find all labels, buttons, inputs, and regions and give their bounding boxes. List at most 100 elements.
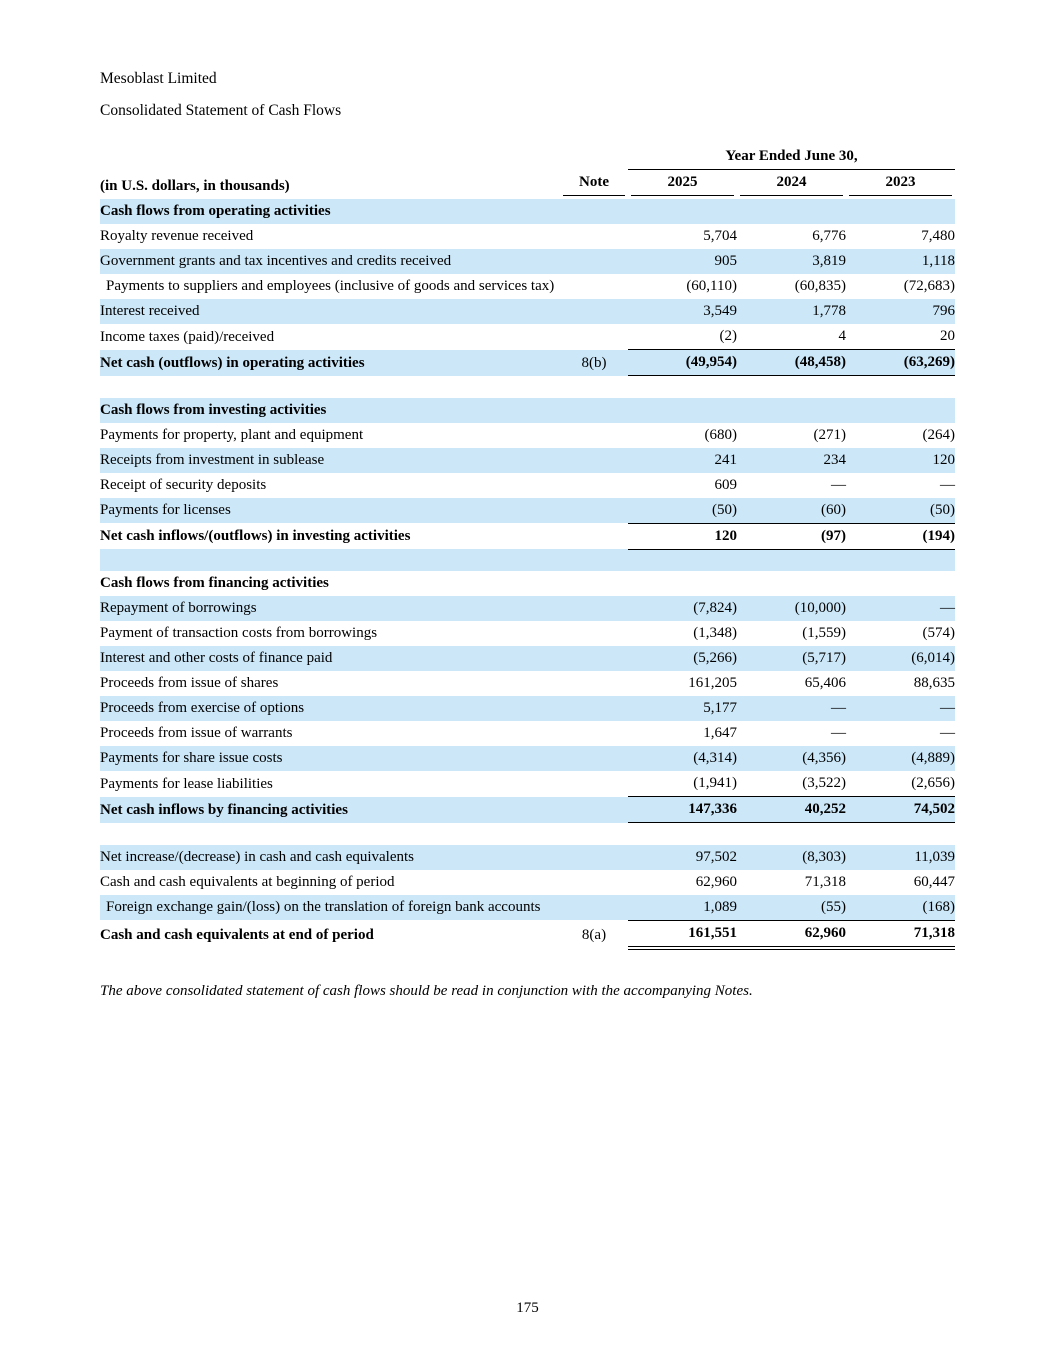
row-note xyxy=(560,571,628,596)
row-value xyxy=(628,199,737,224)
table-row: Cash flows from investing activities xyxy=(100,397,956,423)
row-value: 1,647 xyxy=(703,725,737,741)
row-value: — xyxy=(831,725,846,741)
row-label: Cash and cash equivalents at beginning o… xyxy=(100,873,395,890)
spacer-cell xyxy=(100,376,955,398)
row-value: (3,522) xyxy=(802,775,846,791)
row-value: (55) xyxy=(737,894,846,920)
row-value: 62,960 xyxy=(737,919,846,950)
table-row: Receipt of security deposits 609 — — xyxy=(100,473,955,498)
row-value: 74,502 xyxy=(846,796,956,823)
row-value: 905 xyxy=(628,249,737,274)
row-value: (4,356) xyxy=(737,746,846,771)
row-value: 4 xyxy=(838,328,847,344)
row-value: 5,177 xyxy=(628,696,737,721)
table-row: Cash and cash equivalents at beginning o… xyxy=(100,870,955,895)
table-row: Cash and cash equivalents at end of peri… xyxy=(100,919,956,950)
row-note xyxy=(560,324,628,350)
row-value: 11,039 xyxy=(846,844,956,870)
row-value: — xyxy=(846,696,956,721)
row-value: 161,205 xyxy=(688,675,737,691)
row-value xyxy=(737,571,846,596)
row-value xyxy=(846,397,956,423)
company-name: Mesoblast Limited xyxy=(100,70,217,87)
row-value: 1,118 xyxy=(846,249,956,274)
column-header-year-2024-label: 2024 xyxy=(740,173,843,196)
table-row: Receipts from investment in sublease 241 2… xyxy=(100,447,956,473)
row-label: Net increase/(decrease) in cash and cash… xyxy=(100,844,560,870)
table-row: Proceeds from exercise of options 5,177— — xyxy=(100,696,956,721)
row-label: Payments for share issue costs xyxy=(100,746,560,771)
row-value: 20 xyxy=(940,328,956,344)
row-value: (50) xyxy=(628,497,737,523)
row-note xyxy=(560,224,628,249)
row-value: (8,303) xyxy=(737,844,846,870)
row-value xyxy=(628,397,737,423)
row-value: (168) xyxy=(846,894,956,920)
spacer-row xyxy=(100,823,955,845)
row-value: (60,110) xyxy=(686,278,737,294)
row-value: (97) xyxy=(737,522,846,550)
row-value: (271) xyxy=(813,426,847,443)
row-value: 234 xyxy=(737,447,846,473)
row-label: Proceeds from exercise of options xyxy=(100,696,560,721)
spacer-cell xyxy=(100,549,956,571)
row-value: (574) xyxy=(922,625,956,641)
row-label: Net cash (outflows) in operating activit… xyxy=(100,349,560,376)
row-value: (63,269) xyxy=(846,349,956,376)
row-note xyxy=(560,894,628,920)
row-label: Cash flows from operating activities xyxy=(100,199,560,224)
row-value: (6,014) xyxy=(846,646,956,671)
table-row: Net cash (outflows) in operating activit… xyxy=(100,349,956,376)
table-row: Payment of transaction costs from borrow… xyxy=(100,621,955,646)
row-label: Receipt of security deposits xyxy=(100,476,267,493)
empty-header-cell xyxy=(100,144,560,170)
column-header-year-2023: 2023 xyxy=(846,170,955,200)
row-label: Interest received xyxy=(100,299,560,324)
row-value: (2,656) xyxy=(911,775,956,791)
row-value: 3,819 xyxy=(737,249,846,274)
table-row: Net cash inflows by financing activities… xyxy=(100,796,956,823)
row-value: — xyxy=(940,725,956,741)
table-row: Royalty revenue received 5,704 6,776 7,480 xyxy=(100,224,955,249)
row-value: — xyxy=(846,596,956,621)
column-header-year-2024: 2024 xyxy=(737,170,846,200)
row-value: 3,549 xyxy=(628,299,737,324)
row-value: (680) xyxy=(704,426,738,443)
row-note xyxy=(560,870,628,895)
row-label: Payments to suppliers and employees (inc… xyxy=(106,278,555,294)
row-note xyxy=(560,473,628,498)
row-note xyxy=(560,249,628,274)
column-header-year-2023-label: 2023 xyxy=(849,173,953,196)
row-label: Payments for property, plant and equipme… xyxy=(100,426,364,443)
row-label: Royalty revenue received xyxy=(100,228,254,244)
column-header-units: (in U.S. dollars, in thousands) xyxy=(100,178,290,194)
row-value: 88,635 xyxy=(913,675,956,691)
row-label: Payments for licenses xyxy=(100,497,560,523)
row-value: (5,266) xyxy=(628,646,737,671)
row-note xyxy=(560,721,628,746)
row-note xyxy=(560,523,628,549)
row-label: Interest and other costs of finance paid xyxy=(100,646,560,671)
row-value: 40,252 xyxy=(737,796,846,823)
page-number: 175 xyxy=(516,1300,539,1316)
column-header-note-label: Note xyxy=(563,173,625,196)
table-row: Payments for licenses (50) (60) (50) xyxy=(100,497,956,523)
table-row: Interest received 3,549 1,778 796 xyxy=(100,299,956,324)
row-label: Proceeds from issue of shares xyxy=(100,675,279,691)
row-note: 8(b) xyxy=(560,349,628,376)
row-note xyxy=(560,621,628,646)
row-note xyxy=(560,746,628,771)
row-value: (264) xyxy=(922,426,956,443)
table-row: Net cash inflows/(outflows) in investing… xyxy=(100,522,956,550)
row-note xyxy=(560,646,628,671)
row-value xyxy=(628,571,737,596)
table-row: Payments to suppliers and employees (inc… xyxy=(100,274,955,299)
column-header-note: Note xyxy=(560,170,628,200)
row-value: 1,778 xyxy=(737,299,846,324)
row-note xyxy=(560,199,628,224)
column-header-row: (in U.S. dollars, in thousands) Note 202… xyxy=(100,170,955,200)
footnote: The above consolidated statement of cash… xyxy=(100,982,753,999)
row-value: 5,704 xyxy=(703,228,737,244)
